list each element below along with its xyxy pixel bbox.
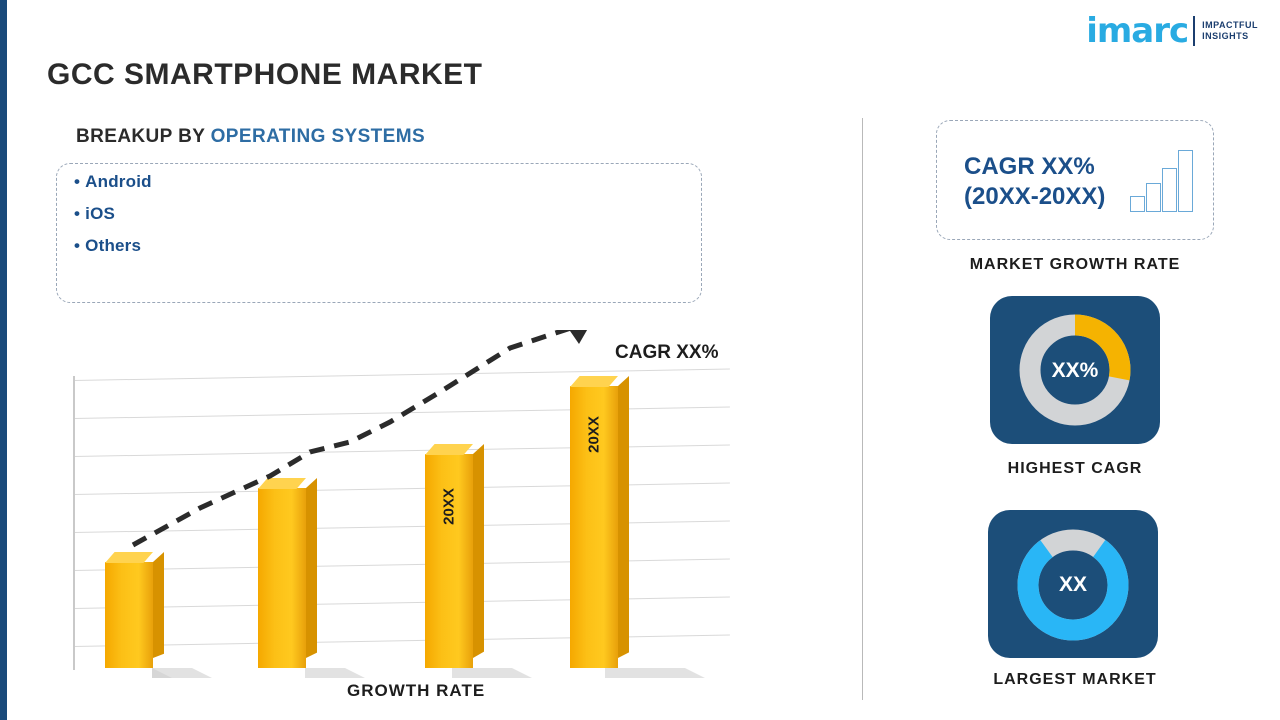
list-item-label: Android [85,172,152,191]
bar-4-side [618,376,629,658]
bar-3-label: 20XX [440,488,458,525]
grid-line [73,482,730,495]
bar-chart-icon-bar-1 [1130,196,1145,212]
list-item: • Others [74,236,152,256]
page-title: GCC SMARTPHONE MARKET [47,58,483,91]
list-item: • Android [74,172,152,192]
logo-tagline-line1: IMPACTFUL [1202,19,1258,30]
bar-3-side [473,444,484,658]
grid-line [73,520,730,533]
highest-cagr-caption: HIGHEST CAGR [1007,460,1143,477]
bar-chart-icon-bar-3 [1162,168,1177,212]
list-item: • iOS [74,204,152,224]
segmentation-subtitle: BREAKUP BY OPERATING SYSTEMS [76,126,425,148]
bar-chart-icon-bar-4 [1178,150,1193,212]
logo-tagline: IMPACTFUL INSIGHTS [1202,20,1258,43]
largest-market-caption: LARGEST MARKET [993,671,1157,688]
grid-line [73,444,730,457]
list-item-label: iOS [85,204,116,223]
bar-1-top [105,552,153,563]
bar-1 [105,562,153,668]
imarc-logo: imarc IMPACTFUL INSIGHTS [1086,14,1258,48]
grid-line [73,634,730,647]
vertical-divider [862,118,864,700]
x-axis-label: GROWTH RATE [347,681,486,700]
bar-2-side [306,478,317,658]
logo-divider [1193,16,1196,46]
bar-2 [258,488,306,668]
bar-4-label: 20XX [585,416,603,453]
highest-cagr-donut [1019,314,1131,426]
y-axis [73,376,75,670]
logo-tagline-line2: INSIGHTS [1202,31,1249,41]
subtitle-prefix: BREAKUP BY [76,126,211,147]
market-growth-value: CAGR XX% (20XX-20XX) [964,152,1105,212]
left-accent-bar [0,0,7,720]
list-item-label: Others [85,236,142,255]
segmentation-box [56,163,702,303]
grid-line [73,368,730,381]
bar-1-side [153,552,164,658]
grid-line [73,596,730,609]
market-growth-caption: MARKET GROWTH RATE [969,256,1181,273]
grid-line [73,558,730,571]
bar-chart-icon-bar-2 [1146,183,1161,212]
bullet-icon: • [74,172,81,191]
market-growth-line2: (20XX-20XX) [964,183,1106,210]
bullet-icon: • [74,236,81,255]
grid-line [73,406,730,419]
growth-bar-chart: 20XX 20XX [60,330,760,690]
bar-4 [570,386,618,668]
subtitle-highlight: OPERATING SYSTEMS [210,126,426,147]
segmentation-list: • Android • iOS • Others [74,172,152,268]
bar-chart-icon [1130,150,1193,212]
bar-4-top [570,376,618,387]
trend-label: CAGR XX% [615,342,719,363]
highest-cagr-value: XX% [1051,359,1099,382]
bullet-icon: • [74,204,81,223]
largest-market-value: XX [1058,573,1087,596]
largest-market-donut [1017,529,1129,641]
logo-wordmark: imarc [1086,11,1189,51]
market-growth-card [936,120,1214,240]
market-growth-line1: CAGR XX% [964,153,1095,180]
